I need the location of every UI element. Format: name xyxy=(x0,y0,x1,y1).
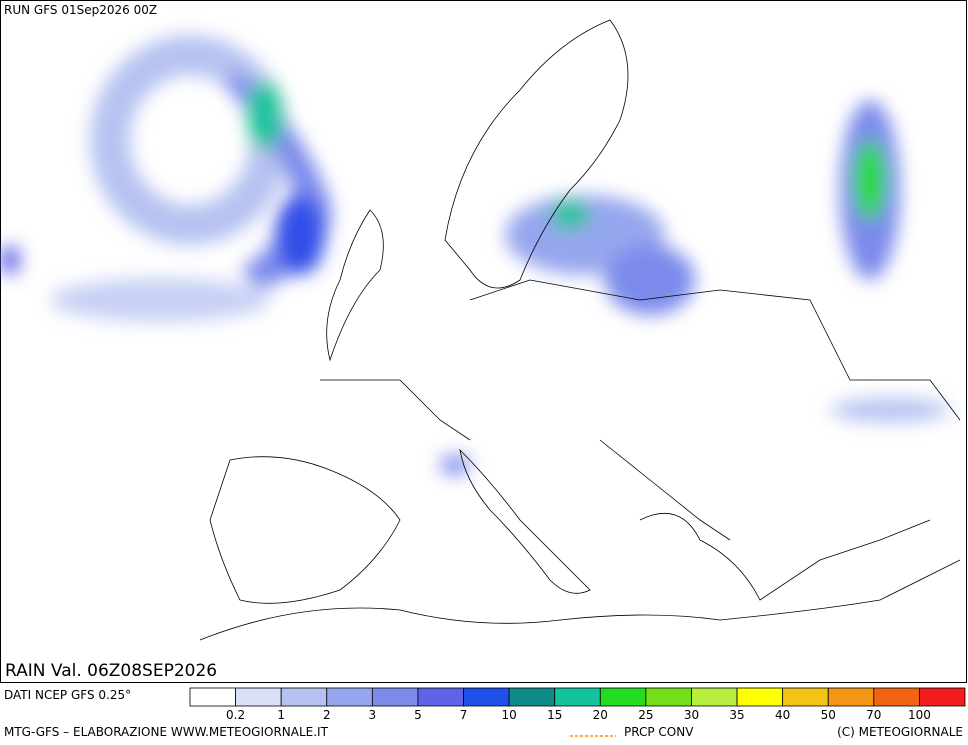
color-box xyxy=(189,687,236,707)
level-label: 2 xyxy=(323,708,331,722)
level-label: 100 xyxy=(908,708,931,722)
color-box xyxy=(599,687,647,707)
color-box xyxy=(235,687,282,707)
color-box xyxy=(280,687,328,707)
color-box xyxy=(326,687,373,707)
map-frame xyxy=(0,0,967,683)
run-title: RUN GFS 01Sep2026 00Z xyxy=(4,3,157,17)
color-box xyxy=(508,687,556,707)
level-label: 20 xyxy=(593,708,608,722)
color-box xyxy=(645,687,692,707)
valid-time: RAIN Val. 06Z08SEP2026 xyxy=(5,661,217,681)
color-box xyxy=(919,687,966,707)
level-label: 10 xyxy=(501,708,516,722)
level-label: 50 xyxy=(821,708,836,722)
level-label: 0.2 xyxy=(226,708,245,722)
color-box xyxy=(463,687,510,707)
credit: MTG-GFS – ELABORAZIONE WWW.METEOGIORNALE… xyxy=(4,725,329,739)
color-box xyxy=(417,687,464,707)
color-box xyxy=(554,687,601,707)
level-label: 40 xyxy=(775,708,790,722)
color-box xyxy=(691,687,738,707)
level-label: 5 xyxy=(414,708,422,722)
level-label: 35 xyxy=(729,708,744,722)
level-label: 1 xyxy=(277,708,285,722)
prcp-conv-label: PRCP CONV xyxy=(624,725,694,739)
data-source: DATI NCEP GFS 0.25° xyxy=(4,688,131,702)
level-label: 7 xyxy=(460,708,468,722)
color-box xyxy=(827,687,875,707)
color-box xyxy=(371,687,419,707)
coastlines xyxy=(199,19,961,641)
level-label: 70 xyxy=(866,708,881,722)
color-box xyxy=(736,687,784,707)
level-label: 3 xyxy=(369,708,377,722)
copyright: (C) METEOGIORNALE xyxy=(837,725,963,739)
level-label: 15 xyxy=(547,708,562,722)
color-scale: 0.2 1 2 3 5 7 10 15 20 25 30 35 40 50 70 100 xyxy=(189,687,966,722)
level-label: 25 xyxy=(638,708,653,722)
color-box xyxy=(873,687,920,707)
level-label: 30 xyxy=(684,708,699,722)
color-box xyxy=(782,687,829,707)
